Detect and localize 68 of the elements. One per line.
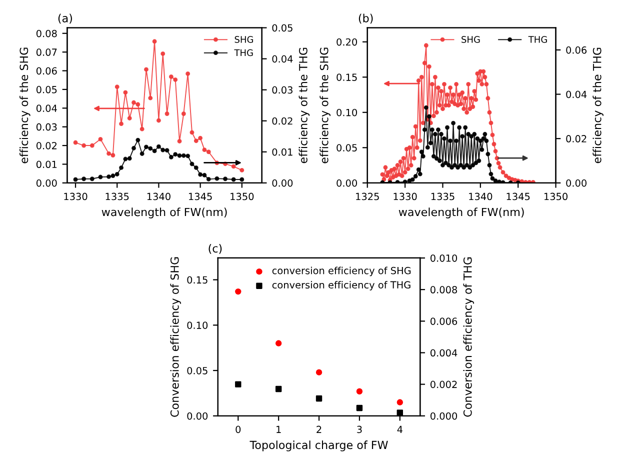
x-tick-label: 1	[276, 426, 281, 433]
y-tick-label: 0.07	[36, 48, 57, 56]
y-tick-label: 0.05	[187, 366, 208, 374]
y-axis-title: efficiency of the SHG	[320, 48, 330, 164]
x-tick-label: 1325	[356, 192, 379, 200]
y-axis-title: efficiency of the SHG	[20, 48, 30, 164]
y2-tick-label: 0.04	[272, 55, 293, 63]
legend-label: conversion efficiency of SHG	[272, 266, 411, 276]
x-axis-title: Topological charge of FW	[250, 440, 388, 452]
y-tick-label: 0.20	[336, 38, 358, 46]
x-tick-label: 2	[316, 426, 322, 433]
legend-label: SHG	[234, 36, 254, 43]
x-tick-label: 1350	[230, 192, 254, 200]
x-tick-label: 1330	[64, 192, 88, 200]
chart-title: (a)	[58, 14, 72, 24]
y-tick-label: 0.00	[36, 179, 57, 187]
chart-title: (b)	[358, 14, 373, 24]
y-tick-label: 0.02	[36, 142, 56, 150]
x-axis-title: wavelength of FW(nm)	[102, 208, 227, 218]
legend-label: conversion efficiency of THG	[272, 281, 410, 290]
x-tick-label: 1345	[189, 192, 212, 200]
y2-tick-label: 0.04	[566, 90, 587, 98]
y2-tick-label: 0.008	[430, 286, 458, 294]
y2-tick-label: 0.00	[566, 179, 587, 187]
y-tick-label: 0.10	[336, 108, 358, 116]
y2-tick-label: 0.000	[430, 412, 458, 420]
x-axis-title: wavelength of FW(nm)	[398, 208, 524, 218]
y2-axis-title: Conversion efficiency of THG	[463, 257, 474, 417]
x-tick-label: 1335	[106, 192, 129, 200]
chart-title: (c)	[208, 244, 222, 254]
y2-tick-label: 0.010	[430, 254, 458, 262]
legend-label: SHG	[462, 36, 480, 43]
y-tick-label: 0.15	[336, 74, 357, 81]
y-tick-label: 0.04	[36, 104, 57, 112]
y-tick-label: 0.00	[336, 179, 358, 187]
y-tick-label: 0.15	[187, 276, 208, 284]
y2-tick-label: 0.004	[430, 349, 458, 357]
y-tick-label: 0.06	[36, 67, 57, 75]
y2-tick-label: 0.01	[272, 148, 292, 156]
x-tick-label: 1335	[431, 192, 454, 200]
y2-tick-label: 0.06	[566, 46, 587, 54]
y-tick-label: 0.05	[36, 86, 57, 94]
y-tick-label: 0.10	[187, 322, 208, 329]
y-tick-label: 0.05	[336, 144, 357, 152]
y2-tick-label: 0.002	[430, 380, 457, 388]
y-tick-label: 0.00	[187, 412, 208, 420]
y2-tick-label: 0.05	[272, 24, 292, 32]
legend-label: THG	[234, 49, 253, 56]
x-tick-label: 1350	[544, 192, 568, 200]
y2-axis-title: efficiency of the THG	[592, 48, 604, 164]
y2-tick-label: 0.03	[272, 86, 292, 94]
legend-label: THG	[528, 36, 547, 43]
y-axis-title: Conversion efficiency of SHG	[170, 257, 181, 417]
x-tick-label: 4	[397, 426, 402, 433]
y-tick-label: 0.01	[36, 160, 57, 168]
x-tick-label: 1330	[394, 192, 417, 200]
y2-axis-title: efficiency of the THG	[298, 48, 310, 164]
y-tick-label: 0.03	[36, 123, 57, 131]
x-tick-label: 3	[357, 426, 362, 434]
x-tick-label: 1345	[506, 192, 530, 200]
x-tick-label: 1340	[469, 192, 492, 200]
y2-tick-label: 0.006	[430, 318, 458, 325]
y2-tick-label: 0.02	[272, 117, 292, 125]
x-tick-label: 1340	[147, 192, 170, 200]
y2-tick-label: 0.00	[272, 179, 293, 187]
y-tick-label: 0.08	[36, 30, 57, 38]
y2-tick-label: 0.02	[566, 135, 586, 142]
x-tick-label: 0	[236, 426, 241, 434]
